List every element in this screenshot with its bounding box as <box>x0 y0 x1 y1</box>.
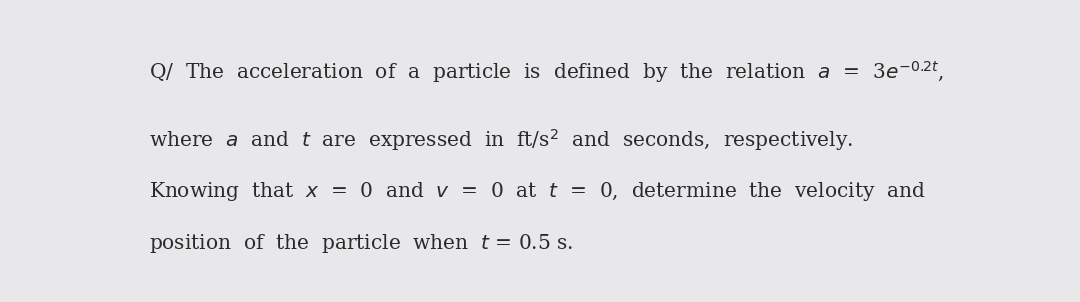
Text: position  of  the  particle  when  $\mathit{t}$ = 0.5 s.: position of the particle when $\mathit{t… <box>149 232 573 255</box>
Text: where  $\mathit{a}$  and  $\mathit{t}$  are  expressed  in  ft/s$^2$  and  secon: where $\mathit{a}$ and $\mathit{t}$ are … <box>149 127 853 153</box>
Text: Knowing  that  $\mathit{x}$  =  0  and  $\mathit{v}$  =  0  at  $\mathit{t}$  = : Knowing that $\mathit{x}$ = 0 and $\math… <box>149 180 926 203</box>
Text: Q/  The  acceleration  of  a  particle  is  defined  by  the  relation  $\mathit: Q/ The acceleration of a particle is def… <box>149 59 944 85</box>
